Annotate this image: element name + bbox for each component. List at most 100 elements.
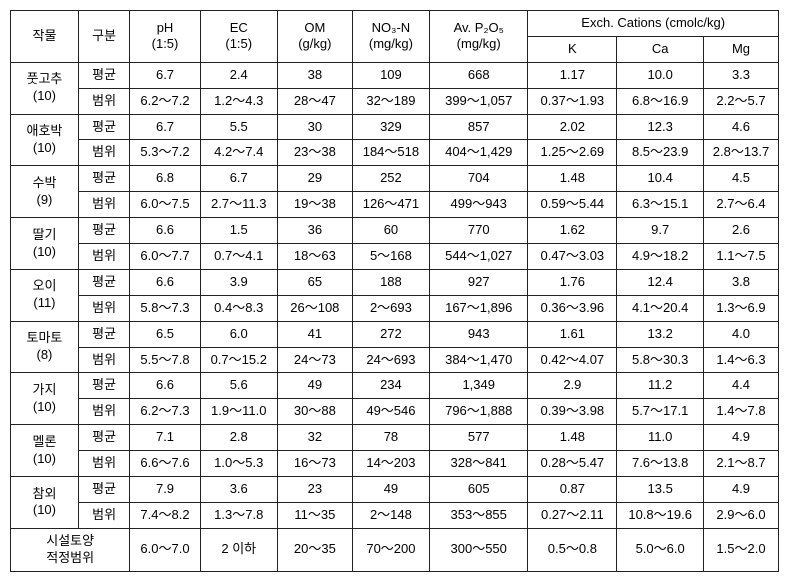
cell-avp-range: 384～1,470 <box>430 347 528 373</box>
table-row: 풋고추(10)평균6.72.4381096681.1710.03.3 <box>11 62 779 88</box>
cell-ec-mean: 1.5 <box>200 218 277 244</box>
cell-ph-range: 6.0～7.5 <box>130 192 200 218</box>
cell-ph-range: 6.2～7.2 <box>130 88 200 114</box>
crop-name-cell: 애호박(10) <box>11 114 79 166</box>
table-row: 범위6.6～7.61.0～5.316～7314～203328～8410.28～5… <box>11 451 779 477</box>
soil-properties-table: 작물 구분 pH(1:5) EC(1:5) OM(g/kg) NO₃-N(mg/… <box>10 10 779 572</box>
crop-n: (10) <box>33 451 56 466</box>
table-row: 범위7.4～8.21.3～7.811～352～148353～8550.27～2.… <box>11 502 779 528</box>
cell-no3-mean: 329 <box>352 114 429 140</box>
cell-mg-mean: 4.9 <box>703 477 778 503</box>
header-exch-group: Exch. Cations (cmolc/kg) <box>528 11 779 37</box>
cell-mg-optimal: 1.5～2.0 <box>703 528 778 571</box>
cell-k-mean: 2.9 <box>528 373 617 399</box>
crop-name: 풋고추 <box>27 71 63 86</box>
cell-avp-mean: 943 <box>430 321 528 347</box>
table-row: 범위6.0～7.70.7～4.118～635～168544～1,0270.47～… <box>11 244 779 270</box>
cell-avp-mean: 857 <box>430 114 528 140</box>
row-label-mean: 평균 <box>78 373 130 399</box>
cell-ph-mean: 6.7 <box>130 62 200 88</box>
cell-no3-range: 184～518 <box>352 140 429 166</box>
cell-mg-mean: 4.6 <box>703 114 778 140</box>
cell-ph-range: 5.3～7.2 <box>130 140 200 166</box>
cell-ca-mean: 10.4 <box>617 166 704 192</box>
cell-ca-range: 4.9～18.2 <box>617 244 704 270</box>
cell-om-mean: 30 <box>277 114 352 140</box>
cell-ph-mean: 6.7 <box>130 114 200 140</box>
cell-ph-mean: 6.5 <box>130 321 200 347</box>
cell-no3-range: 24～693 <box>352 347 429 373</box>
cell-mg-range: 2.7～6.4 <box>703 192 778 218</box>
header-division: 구분 <box>78 11 130 63</box>
cell-k-range: 0.27～2.11 <box>528 502 617 528</box>
cell-avp-mean: 770 <box>430 218 528 244</box>
cell-om-mean: 49 <box>277 373 352 399</box>
cell-k-mean: 1.61 <box>528 321 617 347</box>
row-label-mean: 평균 <box>78 425 130 451</box>
crop-n: (11) <box>33 295 55 310</box>
row-label-mean: 평균 <box>78 166 130 192</box>
header-k: K <box>528 36 617 62</box>
cell-k-mean: 2.02 <box>528 114 617 140</box>
table-row: 범위6.2～7.31.9～11.030～8849～546796～1,8880.3… <box>11 399 779 425</box>
cell-no3-range: 32～189 <box>352 88 429 114</box>
cell-om-range: 30～88 <box>277 399 352 425</box>
table-row: 범위5.3～7.24.2～7.423～38184～518404～1,4291.2… <box>11 140 779 166</box>
cell-k-range: 0.36～3.96 <box>528 295 617 321</box>
cell-avp-range: 399～1,057 <box>430 88 528 114</box>
cell-om-mean: 36 <box>277 218 352 244</box>
cell-ph-mean: 6.6 <box>130 373 200 399</box>
cell-k-mean: 0.87 <box>528 477 617 503</box>
row-label-range: 범위 <box>78 347 130 373</box>
cell-no3-mean: 272 <box>352 321 429 347</box>
cell-ca-range: 5.7～17.1 <box>617 399 704 425</box>
cell-ca-range: 7.6～13.8 <box>617 451 704 477</box>
table-row: 오이(11)평균6.63.9651889271.7612.43.8 <box>11 269 779 295</box>
cell-ec-range: 1.9～11.0 <box>200 399 277 425</box>
cell-ec-mean: 5.6 <box>200 373 277 399</box>
cell-om-range: 24～73 <box>277 347 352 373</box>
cell-mg-range: 1.4～7.8 <box>703 399 778 425</box>
crop-n: (10) <box>33 502 56 517</box>
cell-avp-mean: 605 <box>430 477 528 503</box>
cell-ph-range: 6.6～7.6 <box>130 451 200 477</box>
header-mg: Mg <box>703 36 778 62</box>
crop-name-cell: 가지(10) <box>11 373 79 425</box>
crop-name: 토마토 <box>27 330 63 345</box>
cell-ph-range: 5.5～7.8 <box>130 347 200 373</box>
cell-avp-range: 499～943 <box>430 192 528 218</box>
cell-ca-range: 6.3～15.1 <box>617 192 704 218</box>
cell-ca-range: 10.8～19.6 <box>617 502 704 528</box>
row-label-range: 범위 <box>78 192 130 218</box>
cell-mg-range: 1.3～6.9 <box>703 295 778 321</box>
header-ca: Ca <box>617 36 704 62</box>
cell-ph-range: 6.0～7.7 <box>130 244 200 270</box>
cell-ph-optimal: 6.0～7.0 <box>130 528 200 571</box>
cell-ec-range: 0.7～4.1 <box>200 244 277 270</box>
cell-ca-range: 6.8～16.9 <box>617 88 704 114</box>
cell-ph-range: 5.8～7.3 <box>130 295 200 321</box>
cell-ec-mean: 3.6 <box>200 477 277 503</box>
cell-ca-mean: 9.7 <box>617 218 704 244</box>
cell-om-range: 18～63 <box>277 244 352 270</box>
crop-n: (10) <box>33 399 56 414</box>
cell-no3-range: 14～203 <box>352 451 429 477</box>
cell-ec-mean: 5.5 <box>200 114 277 140</box>
cell-ec-range: 0.7～15.2 <box>200 347 277 373</box>
cell-ca-range: 8.5～23.9 <box>617 140 704 166</box>
cell-k-range: 0.42～4.07 <box>528 347 617 373</box>
cell-k-mean: 1.62 <box>528 218 617 244</box>
header-no3: NO₃-N(mg/kg) <box>352 11 429 63</box>
cell-ec-range: 1.2～4.3 <box>200 88 277 114</box>
cell-om-mean: 65 <box>277 269 352 295</box>
row-label-mean: 평균 <box>78 269 130 295</box>
crop-name-cell: 오이(11) <box>11 269 79 321</box>
optimal-label: 시설토양적정범위 <box>11 528 130 571</box>
row-label-range: 범위 <box>78 451 130 477</box>
row-label-range: 범위 <box>78 88 130 114</box>
cell-avp-range: 353～855 <box>430 502 528 528</box>
cell-k-range: 1.25～2.69 <box>528 140 617 166</box>
crop-name-cell: 참외(10) <box>11 477 79 529</box>
table-row: 범위6.2～7.21.2～4.328～4732～189399～1,0570.37… <box>11 88 779 114</box>
cell-avp-range: 544～1,027 <box>430 244 528 270</box>
